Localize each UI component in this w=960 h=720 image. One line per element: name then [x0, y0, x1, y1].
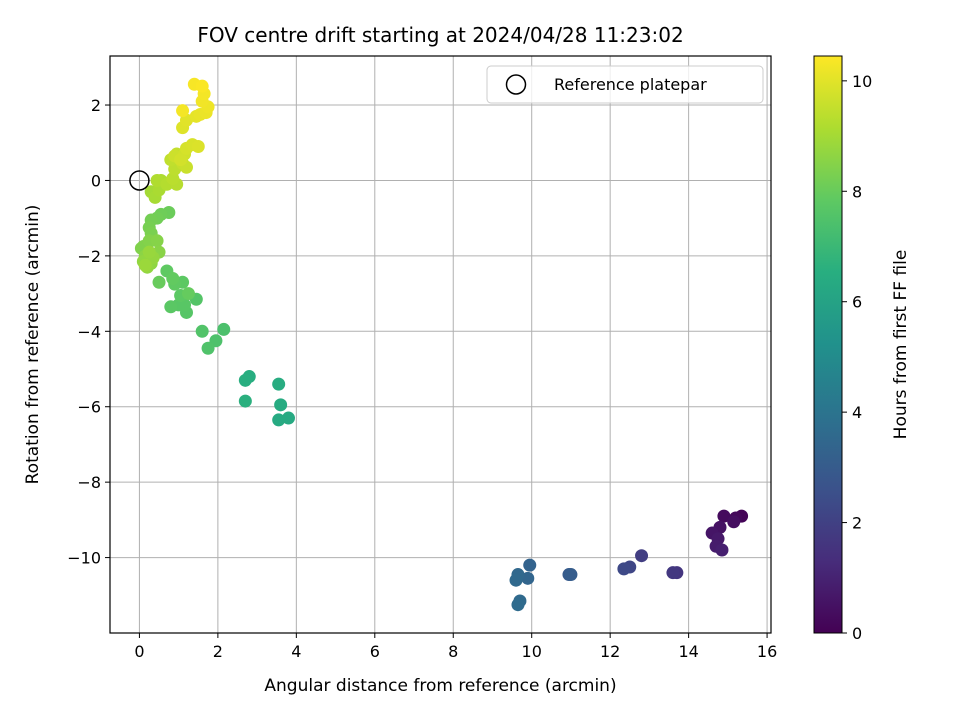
- colorbar-tick-label: 2: [852, 514, 862, 533]
- y-tick-label: −2: [77, 247, 101, 266]
- scatter-point: [564, 568, 578, 582]
- y-tick-label: −6: [77, 398, 101, 417]
- scatter-point: [176, 104, 190, 118]
- scatter-point: [511, 598, 525, 612]
- y-axis-title: Rotation from reference (arcmin): [23, 205, 43, 485]
- colorbar-gradient: [813, 55, 843, 634]
- y-tick-label: −4: [77, 322, 101, 341]
- y-tick-label: −8: [77, 473, 101, 492]
- x-tick-label: 8: [448, 642, 458, 661]
- scatter-point: [150, 234, 164, 248]
- colorbar-tick-label: 4: [852, 403, 862, 422]
- scatter-point: [281, 411, 295, 425]
- x-tick-label: 10: [522, 642, 542, 661]
- scatter-point: [521, 571, 535, 585]
- scatter-point: [138, 258, 152, 272]
- scatter-point: [181, 287, 195, 301]
- x-axis-title: Angular distance from reference (arcmin): [264, 676, 616, 696]
- scatter-point: [238, 394, 252, 408]
- grid-lines: [110, 56, 771, 633]
- scatter-point: [195, 79, 209, 93]
- scatter-point: [635, 549, 649, 563]
- scatter-point: [272, 413, 286, 427]
- legend: Reference platepar: [486, 65, 764, 104]
- x-axis-ticks: 0 2 4 6 8 10 12 14 16: [134, 633, 777, 661]
- chart-title: FOV centre drift starting at 2024/04/28 …: [197, 23, 683, 47]
- x-tick-label: 0: [134, 642, 144, 661]
- scatter-point: [509, 573, 523, 587]
- plot-frame: [109, 55, 772, 634]
- scatter-point: [191, 140, 205, 154]
- scatter-point: [666, 566, 680, 580]
- scatter-point: [152, 275, 166, 289]
- scatter-point: [142, 245, 156, 259]
- scatter-point: [238, 373, 252, 387]
- scatter-point: [195, 324, 209, 338]
- scatter-point: [272, 377, 286, 391]
- x-tick-label: 6: [370, 642, 380, 661]
- scatter-points: [134, 77, 749, 612]
- colorbar-tick-label: 8: [852, 182, 862, 201]
- scatter-point: [617, 562, 631, 576]
- colorbar-tick-label: 0: [852, 624, 862, 643]
- scatter-point: [523, 558, 537, 572]
- x-tick-label: 12: [600, 642, 620, 661]
- x-tick-label: 4: [291, 642, 301, 661]
- scatter-point: [166, 272, 180, 286]
- colorbar-tick-label: 10: [852, 72, 872, 91]
- legend-reference-marker: [505, 74, 527, 95]
- colorbar-ticks: 0 2 4 6 8 10: [842, 72, 872, 643]
- scatter-point: [274, 398, 288, 412]
- x-tick-label: 2: [213, 642, 223, 661]
- colorbar: 0 2 4 6 8 10 Hours from first FF file: [813, 55, 911, 643]
- x-tick-label: 16: [757, 642, 777, 661]
- y-axis-ticks: −10 −8 −6 −4 −2 0 2: [67, 96, 110, 568]
- colorbar-tick-label: 6: [852, 293, 862, 312]
- scatter-point: [717, 509, 731, 523]
- scatter-point: [201, 341, 215, 355]
- y-tick-label: 0: [91, 171, 101, 190]
- scatter-point: [164, 300, 178, 314]
- scatter-point: [727, 515, 741, 529]
- legend-box: [486, 65, 764, 104]
- scatter-point: [217, 322, 231, 336]
- scatter-point: [715, 543, 729, 557]
- y-tick-label: −10: [67, 549, 101, 568]
- reference-platepar-marker: [129, 170, 150, 191]
- legend-label-reference-platepar: Reference platepar: [554, 75, 707, 94]
- x-tick-label: 14: [678, 642, 698, 661]
- y-tick-label: 2: [91, 96, 101, 115]
- scatter-point: [150, 173, 164, 187]
- colorbar-label: Hours from first FF file: [891, 250, 911, 440]
- scatter-point: [174, 153, 188, 167]
